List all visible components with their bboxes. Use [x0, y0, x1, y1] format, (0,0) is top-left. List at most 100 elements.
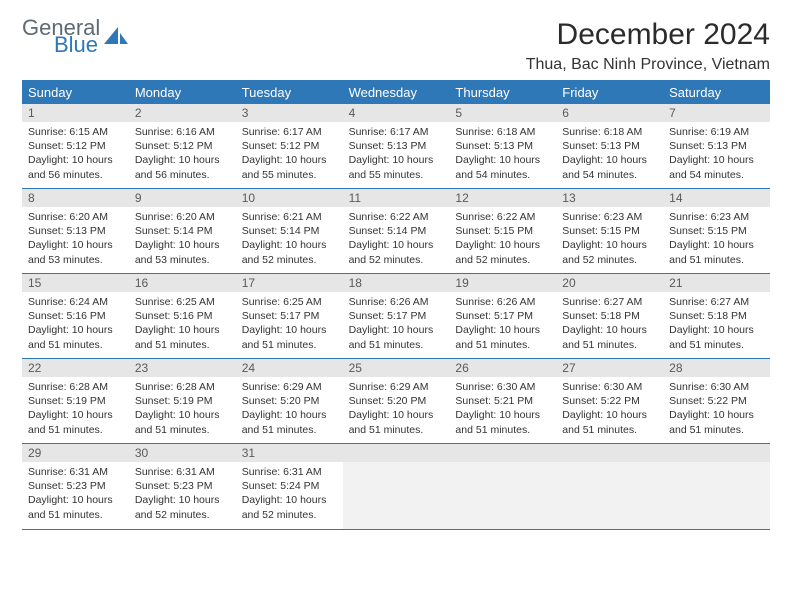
day-number: 21: [663, 274, 770, 292]
day-number: 16: [129, 274, 236, 292]
calendar-grid: SundayMondayTuesdayWednesdayThursdayFrid…: [22, 80, 770, 530]
sunrise-text: Sunrise: 6:26 AM: [349, 295, 444, 309]
empty-daynum: [663, 444, 770, 462]
day-body: Sunrise: 6:31 AMSunset: 5:24 PMDaylight:…: [236, 462, 343, 526]
day-body: Sunrise: 6:30 AMSunset: 5:21 PMDaylight:…: [449, 377, 556, 441]
day-cell: 23Sunrise: 6:28 AMSunset: 5:19 PMDayligh…: [129, 359, 236, 444]
day-cell: 21Sunrise: 6:27 AMSunset: 5:18 PMDayligh…: [663, 274, 770, 359]
sunset-text: Sunset: 5:16 PM: [28, 309, 123, 323]
dow-header: Wednesday: [343, 81, 450, 104]
sunrise-text: Sunrise: 6:27 AM: [669, 295, 764, 309]
daylight-text: Daylight: 10 hours and 51 minutes.: [349, 408, 444, 436]
logo: General Blue: [22, 18, 130, 56]
sunset-text: Sunset: 5:15 PM: [669, 224, 764, 238]
day-cell: 4Sunrise: 6:17 AMSunset: 5:13 PMDaylight…: [343, 104, 450, 189]
day-cell: 13Sunrise: 6:23 AMSunset: 5:15 PMDayligh…: [556, 189, 663, 274]
day-number: 13: [556, 189, 663, 207]
sunset-text: Sunset: 5:21 PM: [455, 394, 550, 408]
sunrise-text: Sunrise: 6:18 AM: [562, 125, 657, 139]
day-cell: 15Sunrise: 6:24 AMSunset: 5:16 PMDayligh…: [22, 274, 129, 359]
daylight-text: Daylight: 10 hours and 54 minutes.: [455, 153, 550, 181]
day-cell: 30Sunrise: 6:31 AMSunset: 5:23 PMDayligh…: [129, 444, 236, 530]
day-cell: 5Sunrise: 6:18 AMSunset: 5:13 PMDaylight…: [449, 104, 556, 189]
sunset-text: Sunset: 5:24 PM: [242, 479, 337, 493]
day-number: 24: [236, 359, 343, 377]
sunrise-text: Sunrise: 6:21 AM: [242, 210, 337, 224]
day-number: 25: [343, 359, 450, 377]
sunrise-text: Sunrise: 6:27 AM: [562, 295, 657, 309]
day-body: Sunrise: 6:15 AMSunset: 5:12 PMDaylight:…: [22, 122, 129, 186]
daylight-text: Daylight: 10 hours and 51 minutes.: [242, 408, 337, 436]
sunrise-text: Sunrise: 6:25 AM: [135, 295, 230, 309]
day-cell: 25Sunrise: 6:29 AMSunset: 5:20 PMDayligh…: [343, 359, 450, 444]
day-body: Sunrise: 6:31 AMSunset: 5:23 PMDaylight:…: [129, 462, 236, 526]
day-cell: 10Sunrise: 6:21 AMSunset: 5:14 PMDayligh…: [236, 189, 343, 274]
daylight-text: Daylight: 10 hours and 51 minutes.: [669, 408, 764, 436]
daylight-text: Daylight: 10 hours and 52 minutes.: [135, 493, 230, 521]
daylight-text: Daylight: 10 hours and 51 minutes.: [669, 238, 764, 266]
day-number: 4: [343, 104, 450, 122]
day-number: 9: [129, 189, 236, 207]
day-body: Sunrise: 6:21 AMSunset: 5:14 PMDaylight:…: [236, 207, 343, 271]
sunrise-text: Sunrise: 6:16 AM: [135, 125, 230, 139]
sunrise-text: Sunrise: 6:22 AM: [349, 210, 444, 224]
location: Thua, Bac Ninh Province, Vietnam: [526, 56, 770, 74]
sunset-text: Sunset: 5:12 PM: [135, 139, 230, 153]
sunset-text: Sunset: 5:20 PM: [242, 394, 337, 408]
sunrise-text: Sunrise: 6:31 AM: [28, 465, 123, 479]
daylight-text: Daylight: 10 hours and 55 minutes.: [242, 153, 337, 181]
sunset-text: Sunset: 5:13 PM: [349, 139, 444, 153]
empty-body: [449, 462, 556, 529]
daylight-text: Daylight: 10 hours and 52 minutes.: [562, 238, 657, 266]
day-number: 19: [449, 274, 556, 292]
empty-cell: [556, 444, 663, 530]
day-body: Sunrise: 6:22 AMSunset: 5:15 PMDaylight:…: [449, 207, 556, 271]
day-cell: 7Sunrise: 6:19 AMSunset: 5:13 PMDaylight…: [663, 104, 770, 189]
day-cell: 3Sunrise: 6:17 AMSunset: 5:12 PMDaylight…: [236, 104, 343, 189]
sunrise-text: Sunrise: 6:17 AM: [242, 125, 337, 139]
sunset-text: Sunset: 5:13 PM: [669, 139, 764, 153]
day-number: 22: [22, 359, 129, 377]
daylight-text: Daylight: 10 hours and 51 minutes.: [455, 408, 550, 436]
dow-header: Monday: [129, 81, 236, 104]
logo-text: General Blue: [22, 18, 100, 56]
day-number: 7: [663, 104, 770, 122]
day-number: 1: [22, 104, 129, 122]
day-body: Sunrise: 6:17 AMSunset: 5:13 PMDaylight:…: [343, 122, 450, 186]
dow-header: Friday: [556, 81, 663, 104]
day-number: 20: [556, 274, 663, 292]
daylight-text: Daylight: 10 hours and 53 minutes.: [28, 238, 123, 266]
sunrise-text: Sunrise: 6:29 AM: [242, 380, 337, 394]
sunrise-text: Sunrise: 6:26 AM: [455, 295, 550, 309]
empty-cell: [343, 444, 450, 530]
daylight-text: Daylight: 10 hours and 51 minutes.: [562, 323, 657, 351]
day-body: Sunrise: 6:26 AMSunset: 5:17 PMDaylight:…: [449, 292, 556, 356]
month-title: December 2024: [526, 18, 770, 52]
day-number: 14: [663, 189, 770, 207]
daylight-text: Daylight: 10 hours and 51 minutes.: [669, 323, 764, 351]
daylight-text: Daylight: 10 hours and 54 minutes.: [562, 153, 657, 181]
daylight-text: Daylight: 10 hours and 51 minutes.: [135, 323, 230, 351]
sunrise-text: Sunrise: 6:23 AM: [669, 210, 764, 224]
sunset-text: Sunset: 5:12 PM: [28, 139, 123, 153]
empty-daynum: [343, 444, 450, 462]
day-number: 5: [449, 104, 556, 122]
sunrise-text: Sunrise: 6:17 AM: [349, 125, 444, 139]
day-number: 23: [129, 359, 236, 377]
daylight-text: Daylight: 10 hours and 51 minutes.: [28, 408, 123, 436]
daylight-text: Daylight: 10 hours and 55 minutes.: [349, 153, 444, 181]
dow-header: Saturday: [663, 81, 770, 104]
day-cell: 19Sunrise: 6:26 AMSunset: 5:17 PMDayligh…: [449, 274, 556, 359]
header: General Blue December 2024 Thua, Bac Nin…: [22, 18, 770, 74]
day-cell: 9Sunrise: 6:20 AMSunset: 5:14 PMDaylight…: [129, 189, 236, 274]
empty-daynum: [556, 444, 663, 462]
sunrise-text: Sunrise: 6:28 AM: [135, 380, 230, 394]
dow-header: Tuesday: [236, 81, 343, 104]
daylight-text: Daylight: 10 hours and 52 minutes.: [242, 238, 337, 266]
daylight-text: Daylight: 10 hours and 51 minutes.: [242, 323, 337, 351]
day-body: Sunrise: 6:29 AMSunset: 5:20 PMDaylight:…: [343, 377, 450, 441]
sunset-text: Sunset: 5:13 PM: [28, 224, 123, 238]
daylight-text: Daylight: 10 hours and 54 minutes.: [669, 153, 764, 181]
day-cell: 18Sunrise: 6:26 AMSunset: 5:17 PMDayligh…: [343, 274, 450, 359]
day-number: 30: [129, 444, 236, 462]
